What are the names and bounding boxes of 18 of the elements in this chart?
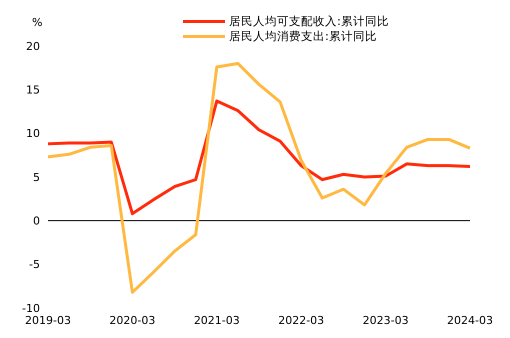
- x-tick-label: 2023-03: [362, 314, 409, 327]
- x-tick-label: 2024-03: [447, 314, 493, 327]
- line-series: [46, 62, 472, 294]
- x-tick-label: 2020-03: [109, 314, 156, 327]
- y-tick-label: 20: [26, 40, 40, 53]
- line-series: [46, 100, 472, 216]
- y-tick-label: 10: [26, 127, 40, 140]
- x-tick-label: 2019-03: [25, 314, 71, 327]
- y-tick-label: 0: [33, 214, 40, 228]
- y-axis-title: %: [32, 16, 42, 29]
- x-tick-label: 2022-03: [278, 314, 324, 327]
- y-tick-label: 15: [26, 84, 40, 97]
- legend-label: 居民人均消费支出:累计同比: [229, 29, 377, 44]
- x-tick-label: 2021-03: [194, 314, 240, 327]
- y-tick-label: -10: [22, 302, 40, 315]
- y-tick-label: -5: [29, 258, 40, 272]
- y-tick-label: 5: [33, 170, 40, 184]
- legend-label: 居民人均可支配收入:累计同比: [229, 14, 389, 29]
